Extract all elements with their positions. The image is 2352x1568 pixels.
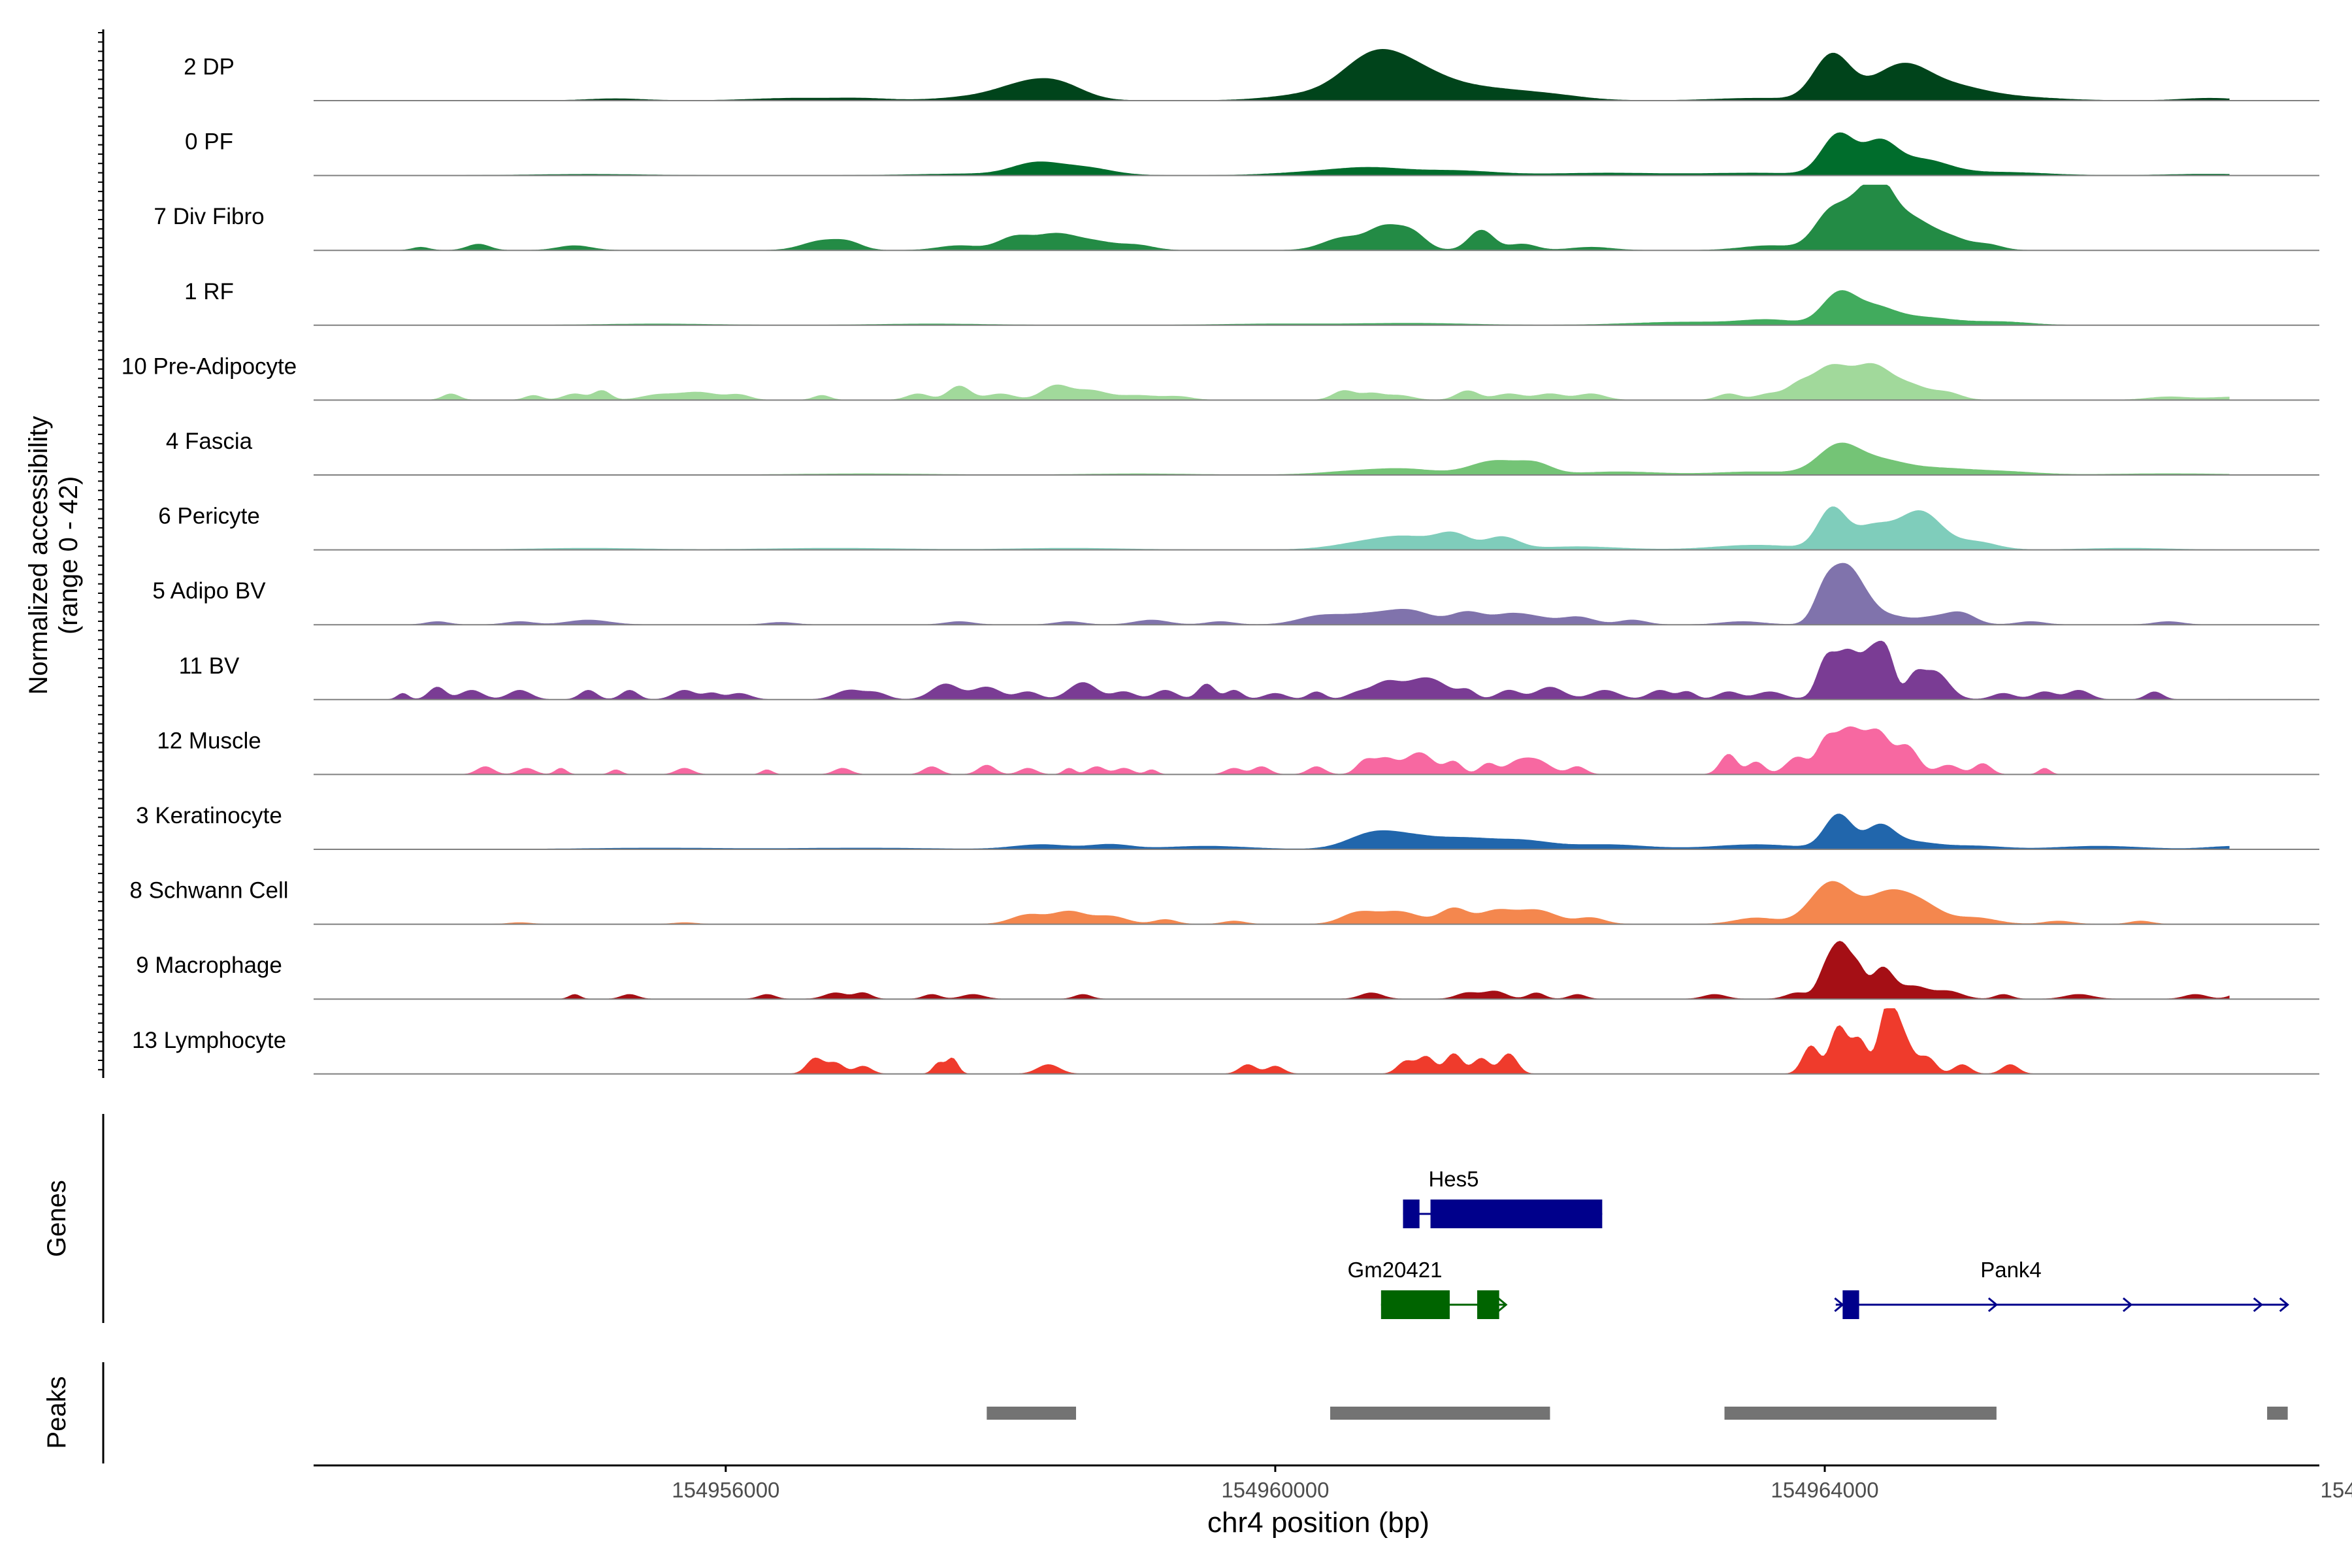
track-label-2-dp: 2 DP xyxy=(184,54,235,80)
track-11-bv: 11 BV xyxy=(179,640,2319,700)
gene-pank4: Pank4 xyxy=(1834,1258,2289,1319)
peak-track xyxy=(987,1407,2288,1420)
gene-hes5: Hes5 xyxy=(1403,1167,1603,1228)
track-label-5-adipo-bv: 5 Adipo BV xyxy=(152,578,266,604)
peak-region xyxy=(2267,1407,2288,1420)
gene-label-gm20421: Gm20421 xyxy=(1348,1258,1443,1282)
track-label-8-schwann-cell: 8 Schwann Cell xyxy=(129,878,288,904)
track-label-4-fascia: 4 Fascia xyxy=(166,429,253,454)
strand-arrow xyxy=(1834,1297,1844,1313)
gene-label-hes5: Hes5 xyxy=(1428,1167,1478,1191)
strand-arrow xyxy=(2253,1297,2264,1313)
coverage-tracks: 2 DP 0 PF 7 Div Fibro 1 RF 10 Pre-Adipocyte 4… xyxy=(122,48,2319,1075)
track-4-fascia: 4 Fascia xyxy=(166,429,2319,476)
y-axis-ticks xyxy=(98,32,103,1071)
x-tick-label: 154956000 xyxy=(672,1478,779,1502)
gene-gm20421: Gm20421 xyxy=(1348,1258,1508,1319)
track-8-schwann-cell: 8 Schwann Cell xyxy=(129,878,2319,925)
track-5-adipo-bv: 5 Adipo BV xyxy=(152,563,2319,626)
gene-exon xyxy=(1842,1290,1859,1319)
coverage-area-0-pf xyxy=(314,132,2230,176)
track-9-macrophage: 9 Macrophage xyxy=(136,941,2319,1000)
track-7-div-fibro: 7 Div Fibro xyxy=(154,184,2319,252)
gene-exon xyxy=(1380,1290,1450,1319)
x-axis-label: chr4 position (bp) xyxy=(1207,1507,1429,1539)
x-axis: 154956000 154960000 154964000 154968000 xyxy=(314,1464,2352,1502)
track-label-6-pericyte: 6 Pericyte xyxy=(158,504,260,529)
track-12-muscle: 12 Muscle xyxy=(157,726,2319,776)
strand-arrow xyxy=(1497,1297,1508,1313)
peak-track-label: Peaks xyxy=(42,1376,71,1448)
peak-region xyxy=(1724,1407,1997,1420)
track-label-7-div-fibro: 7 Div Fibro xyxy=(154,204,264,229)
track-13-lymphocyte: 13 Lymphocyte xyxy=(132,1008,2319,1075)
gene-exon xyxy=(1430,1200,1603,1228)
x-tick-label: 154960000 xyxy=(1221,1478,1329,1502)
x-tick-label: 154968000 xyxy=(2321,1478,2352,1502)
gene-track: Hes5 Gm20421 Pank4 xyxy=(1348,1167,2289,1319)
gene-track-label: Genes xyxy=(42,1180,71,1257)
y-axis-label-line2: (range 0 - 42) xyxy=(54,476,83,634)
peak-region xyxy=(1330,1407,1550,1420)
track-1-rf: 1 RF xyxy=(184,279,2319,326)
track-0-pf: 0 PF xyxy=(185,129,2319,176)
strand-arrow xyxy=(1987,1297,1999,1313)
coverage-area-11-bv xyxy=(314,640,2230,700)
track-label-0-pf: 0 PF xyxy=(185,129,233,155)
coverage-area-3-keratinocyte xyxy=(314,813,2230,850)
track-6-pericyte: 6 Pericyte xyxy=(158,504,2319,551)
coverage-area-2-dp xyxy=(314,48,2230,101)
track-3-keratinocyte: 3 Keratinocyte xyxy=(136,803,2319,850)
track-label-11-bv: 11 BV xyxy=(179,653,240,679)
track-label-12-muscle: 12 Muscle xyxy=(157,728,261,753)
gene-exon xyxy=(1477,1290,1499,1319)
peak-region xyxy=(987,1407,1077,1420)
track-label-9-macrophage: 9 Macrophage xyxy=(136,953,282,978)
track-label-13-lymphocyte: 13 Lymphocyte xyxy=(132,1028,286,1053)
track-label-3-keratinocyte: 3 Keratinocyte xyxy=(136,803,282,828)
strand-arrow xyxy=(1405,1206,1416,1222)
strand-arrow xyxy=(2279,1297,2289,1313)
y-axis-label-line1: Normalized accessibility xyxy=(24,416,53,695)
track-2-dp: 2 DP xyxy=(184,48,2319,101)
gene-label-pank4: Pank4 xyxy=(1980,1258,2042,1282)
x-tick-label: 154964000 xyxy=(1771,1478,1878,1502)
coverage-area-1-rf xyxy=(314,290,2229,326)
track-label-10-pre-adipocyte: 10 Pre-Adipocyte xyxy=(122,353,297,379)
track-label-1-rf: 1 RF xyxy=(184,279,234,304)
strand-arrow xyxy=(2122,1297,2133,1313)
track-10-pre-adipocyte: 10 Pre-Adipocyte xyxy=(122,353,2319,401)
